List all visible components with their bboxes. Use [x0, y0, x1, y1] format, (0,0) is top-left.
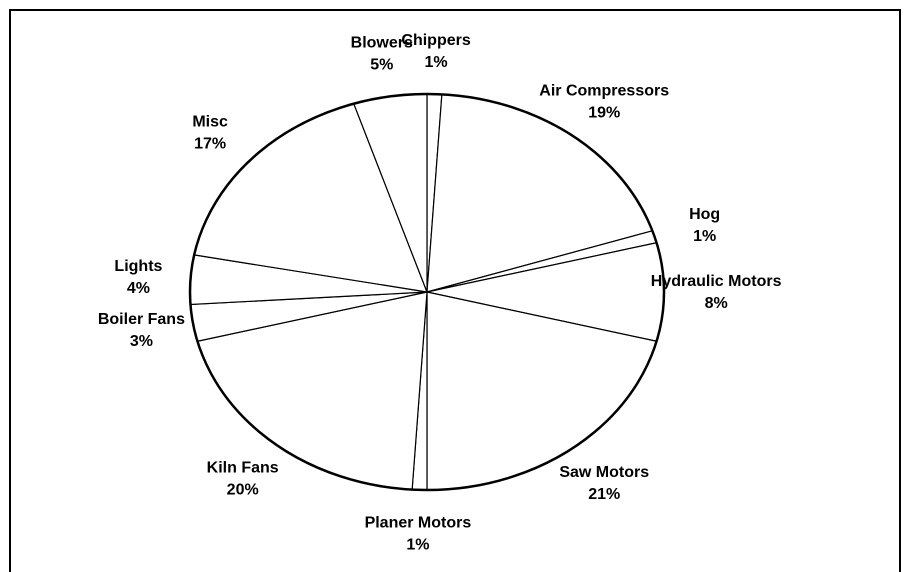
slice-value-label: 8%: [705, 295, 728, 312]
slice-value-label: 21%: [588, 486, 620, 503]
slice-value-label: 1%: [425, 54, 448, 71]
slice-label: Saw Motors: [559, 464, 649, 481]
slice-value-label: 1%: [406, 537, 429, 554]
slice-value-label: 3%: [130, 333, 153, 350]
slice-value-label: 1%: [693, 228, 716, 245]
slice-label: Kiln Fans: [207, 459, 279, 476]
slice-label: Boiler Fans: [98, 311, 185, 328]
slice-label: Hog: [689, 206, 720, 223]
slice-label: Hydraulic Motors: [651, 273, 782, 290]
slice-value-label: 4%: [127, 280, 150, 297]
slice-label: Lights: [114, 258, 162, 275]
slice-label: Planer Motors: [365, 515, 472, 532]
frame: [9, 9, 901, 572]
slice-label: Air Compressors: [539, 82, 669, 99]
slice-label: Chippers: [401, 32, 470, 49]
slice-value-label: 20%: [227, 481, 259, 498]
slice-value-label: 19%: [588, 104, 620, 121]
slice-value-label: 17%: [194, 135, 226, 152]
slice-label: Misc: [192, 113, 228, 130]
slice-label: Blowers: [351, 35, 413, 52]
pie-outline: [188, 92, 666, 492]
slice-value-label: 5%: [370, 57, 393, 74]
